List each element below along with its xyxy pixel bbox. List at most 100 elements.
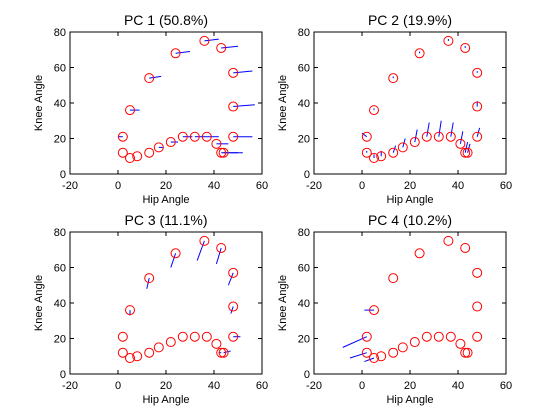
data-point (211, 338, 222, 349)
data-point (472, 267, 483, 278)
x-tick-label: 0 (359, 180, 365, 192)
data-point (433, 131, 444, 142)
data-point (472, 131, 483, 142)
y-tick-label: 20 (298, 334, 310, 346)
data-point (177, 131, 188, 142)
data-point (228, 301, 239, 312)
data-point (199, 35, 210, 46)
data-point (462, 347, 473, 358)
data-point (361, 131, 372, 142)
data-point (445, 131, 456, 142)
data-point (132, 351, 143, 362)
x-axis-label: Hip Angle (142, 394, 189, 406)
data-point (132, 151, 143, 162)
data-point (409, 337, 420, 348)
data-point (201, 131, 212, 142)
data-point (421, 331, 432, 342)
data-point (228, 267, 239, 278)
pc-vector (464, 141, 469, 153)
x-tick-label: 20 (160, 180, 172, 192)
data-point (211, 138, 222, 149)
data-point (170, 248, 181, 259)
data-point (443, 235, 454, 246)
data-point (455, 338, 466, 349)
pc-vector (342, 336, 368, 348)
data-point (170, 48, 181, 59)
data-point (153, 142, 164, 153)
pc-vector (414, 129, 418, 143)
y-tick-label: 0 (304, 369, 310, 381)
pc-vector (230, 306, 234, 314)
x-tick-label: 60 (500, 380, 512, 392)
x-tick-label: 60 (256, 180, 268, 192)
data-point (376, 151, 387, 162)
data-point (144, 347, 155, 358)
x-tick-label: 40 (452, 380, 464, 392)
y-tick-label: 40 (54, 98, 66, 110)
data-point (388, 347, 399, 358)
data-point (460, 242, 471, 253)
data-point (125, 305, 135, 316)
data-point (117, 147, 128, 158)
data-point (376, 351, 387, 362)
pc-vector (438, 120, 442, 137)
y-tick-label: 40 (298, 98, 310, 110)
data-point (144, 147, 155, 158)
data-point (216, 147, 227, 158)
data-point (421, 131, 432, 142)
data-point (165, 137, 176, 148)
data-point (228, 101, 239, 112)
pc-vector (426, 122, 430, 137)
y-tick-label: 80 (298, 27, 310, 39)
data-point (153, 342, 164, 353)
data-point (216, 42, 227, 53)
data-point (228, 131, 239, 142)
x-tick-label: 20 (160, 380, 172, 392)
x-axis-label: Hip Angle (386, 194, 433, 206)
pc-vector (227, 272, 234, 286)
data-point (201, 331, 212, 342)
pc-vector (233, 104, 255, 108)
data-point (125, 153, 135, 164)
pc-vector (215, 247, 222, 265)
data-point (361, 147, 372, 158)
data-point (472, 331, 483, 342)
data-point (361, 331, 372, 342)
data-point (460, 147, 471, 158)
x-tick-label: 60 (500, 180, 512, 192)
data-point (397, 342, 408, 353)
pc-vector (175, 51, 191, 54)
data-point (189, 331, 200, 342)
y-tick-label: 60 (298, 63, 310, 75)
plot-frame (313, 231, 507, 375)
x-axis-label: Hip Angle (386, 394, 433, 406)
data-point (125, 353, 135, 364)
pc-vector (204, 38, 219, 42)
pc-vector (170, 253, 177, 268)
x-tick-label: 40 (452, 180, 464, 192)
y-tick-label: 0 (60, 369, 66, 381)
data-point (144, 73, 155, 84)
x-tick-label: 0 (115, 180, 121, 192)
data-point (228, 67, 239, 78)
pc-vector (349, 352, 367, 359)
data-point (177, 331, 188, 342)
chart-title: PC 1 (50.8%) (124, 12, 208, 28)
data-point (460, 42, 471, 53)
x-tick-label: -20 (306, 180, 322, 192)
data-point (369, 305, 379, 316)
data-point (218, 347, 229, 358)
y-tick-label: 60 (54, 263, 66, 275)
data-point (361, 347, 372, 358)
pc-vector (149, 75, 162, 79)
data-point (117, 131, 128, 142)
data-point (117, 331, 128, 342)
x-tick-label: 60 (256, 380, 268, 392)
data-point (388, 147, 399, 158)
data-point (216, 347, 227, 358)
y-tick-label: 80 (54, 227, 66, 239)
plot-frame (69, 231, 263, 375)
x-tick-label: 0 (115, 380, 121, 392)
